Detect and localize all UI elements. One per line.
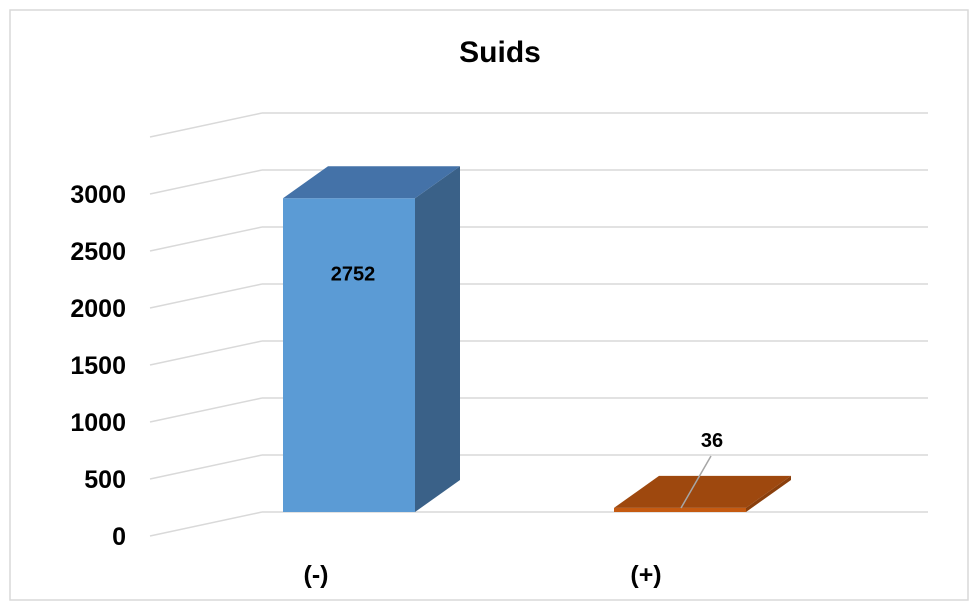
y-tick-label: 1500	[70, 352, 126, 380]
side-gridline	[149, 283, 263, 309]
data-labels: 2752 36	[331, 263, 723, 509]
bar-top	[614, 475, 791, 508]
y-tick-label: 2000	[70, 295, 126, 323]
data-label: 2752	[331, 263, 376, 285]
side-gridline	[149, 340, 263, 366]
x-axis-categories: (-) (+)	[304, 561, 662, 589]
side-gridline	[149, 511, 263, 537]
bars	[283, 166, 791, 512]
bar-1	[614, 475, 791, 512]
side-gridline	[149, 226, 263, 252]
side-gridline	[149, 454, 263, 480]
bar-top	[283, 166, 460, 199]
bar-front	[614, 507, 746, 512]
y-axis-ticks: 0 500 1000 1500 2000 2500 3000	[70, 181, 126, 551]
y-tick-label: 500	[84, 466, 126, 494]
data-label: 36	[701, 430, 723, 452]
side-gridline	[149, 112, 263, 138]
y-tick-label: 1000	[70, 409, 126, 437]
side-gridline	[149, 397, 263, 423]
bar-side	[415, 166, 460, 512]
y-tick-label: 2500	[70, 238, 126, 266]
bar-0	[283, 166, 460, 512]
y-tick-label: 3000	[70, 181, 126, 209]
category-label: (+)	[630, 561, 661, 589]
category-label: (-)	[304, 561, 329, 589]
side-gridline	[149, 169, 263, 195]
chart-title: Suids	[459, 36, 541, 69]
bar-front	[283, 198, 415, 512]
chart-frame	[9, 9, 969, 601]
y-tick-label: 0	[112, 523, 126, 551]
bar-side	[746, 475, 791, 512]
data-label-leader	[680, 455, 712, 509]
